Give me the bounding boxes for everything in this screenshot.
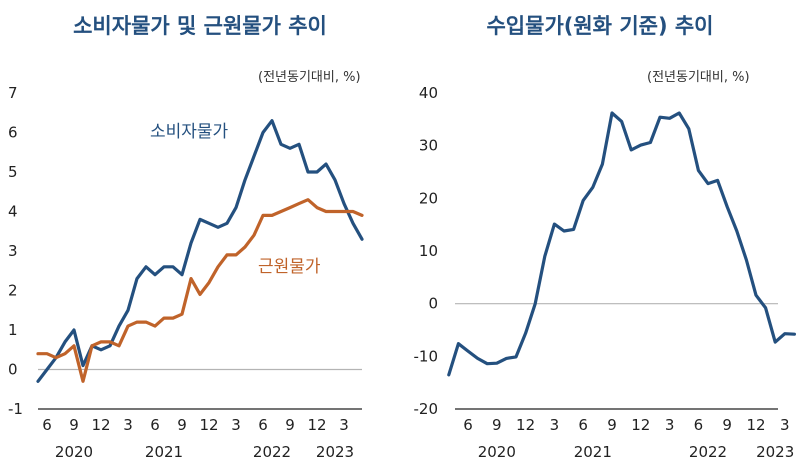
y-tick-label: -1 xyxy=(8,400,23,418)
y-tick-label: 20 xyxy=(419,189,438,207)
x-tick-label: 9 xyxy=(722,416,732,434)
x-tick-label: 3 xyxy=(339,416,349,434)
y-tick-label: 10 xyxy=(419,242,438,260)
y-tick-label: -20 xyxy=(414,400,439,418)
x-tick-label: 6 xyxy=(463,416,473,434)
x-tick-label: 12 xyxy=(307,416,326,434)
x-year-label: 2022 xyxy=(253,443,291,461)
x-tick-label: 12 xyxy=(746,416,765,434)
x-tick-label: 9 xyxy=(285,416,295,434)
y-tick-label: 3 xyxy=(8,242,18,260)
x-tick-label: 3 xyxy=(231,416,241,434)
series-label: 소비자물가 xyxy=(150,122,229,142)
x-year-label: 2021 xyxy=(574,443,612,461)
x-tick-label: 9 xyxy=(177,416,187,434)
y-tick-label: 2 xyxy=(8,282,18,300)
cpi-panel: 소비자물가 및 근원물가 추이 (전년동기대비, %) -1 0 1 2 3 4 5 6 7 6 9… xyxy=(8,14,364,461)
x-tick-label: 3 xyxy=(780,416,790,434)
y-tick-label: -10 xyxy=(414,347,439,365)
series-label: 근원물가 xyxy=(258,257,321,277)
x-tick-label: 6 xyxy=(150,416,160,434)
x-tick-label: 9 xyxy=(69,416,79,434)
x-year-label: 2023 xyxy=(316,443,354,461)
series-line-1 xyxy=(36,119,364,383)
x-year-label: 2023 xyxy=(756,443,794,461)
x-tick-label: 3 xyxy=(550,416,560,434)
x-tick-label: 6 xyxy=(42,416,52,434)
x-year-label: 2020 xyxy=(478,443,516,461)
x-year-label: 2021 xyxy=(145,443,183,461)
x-tick-label: 6 xyxy=(578,416,588,434)
y-tick-label: 7 xyxy=(8,84,18,102)
y-tick-label: 5 xyxy=(8,163,18,181)
x-tick-label: 12 xyxy=(91,416,110,434)
y-tick-label: 0 xyxy=(428,295,438,313)
x-tick-label: 12 xyxy=(516,416,535,434)
x-tick-label: 6 xyxy=(694,416,704,434)
x-tick-label: 9 xyxy=(492,416,502,434)
y-tick-label: 6 xyxy=(8,124,18,142)
x-tick-label: 3 xyxy=(665,416,675,434)
y-tick-label: 1 xyxy=(8,321,18,339)
y-tick-label: 40 xyxy=(419,84,438,102)
import-price-unit-note: (전년동기대비, %) xyxy=(647,70,750,85)
x-tick-label: 12 xyxy=(199,416,218,434)
y-tick-label: 4 xyxy=(8,203,18,221)
x-tick-label: 12 xyxy=(631,416,650,434)
import-price-panel: 수입물가(원화 기준) 추이 (전년동기대비, %) -20 -10 0 10 20 30… xyxy=(400,0,800,469)
cpi-unit-note: (전년동기대비, %) xyxy=(258,70,361,85)
import-price-chart-title: 수입물가(원화 기준) 추이 xyxy=(486,14,714,38)
y-tick-label: 30 xyxy=(419,137,438,155)
series-line-2 xyxy=(36,198,364,383)
series-line-1 xyxy=(447,111,796,377)
x-tick-label: 6 xyxy=(258,416,268,434)
cpi-chart-title: 소비자물가 및 근원물가 추이 xyxy=(73,14,327,38)
x-year-label: 2020 xyxy=(55,443,93,461)
y-tick-label: 0 xyxy=(8,361,18,379)
x-year-label: 2022 xyxy=(689,443,727,461)
x-tick-label: 3 xyxy=(123,416,133,434)
x-tick-label: 9 xyxy=(607,416,617,434)
